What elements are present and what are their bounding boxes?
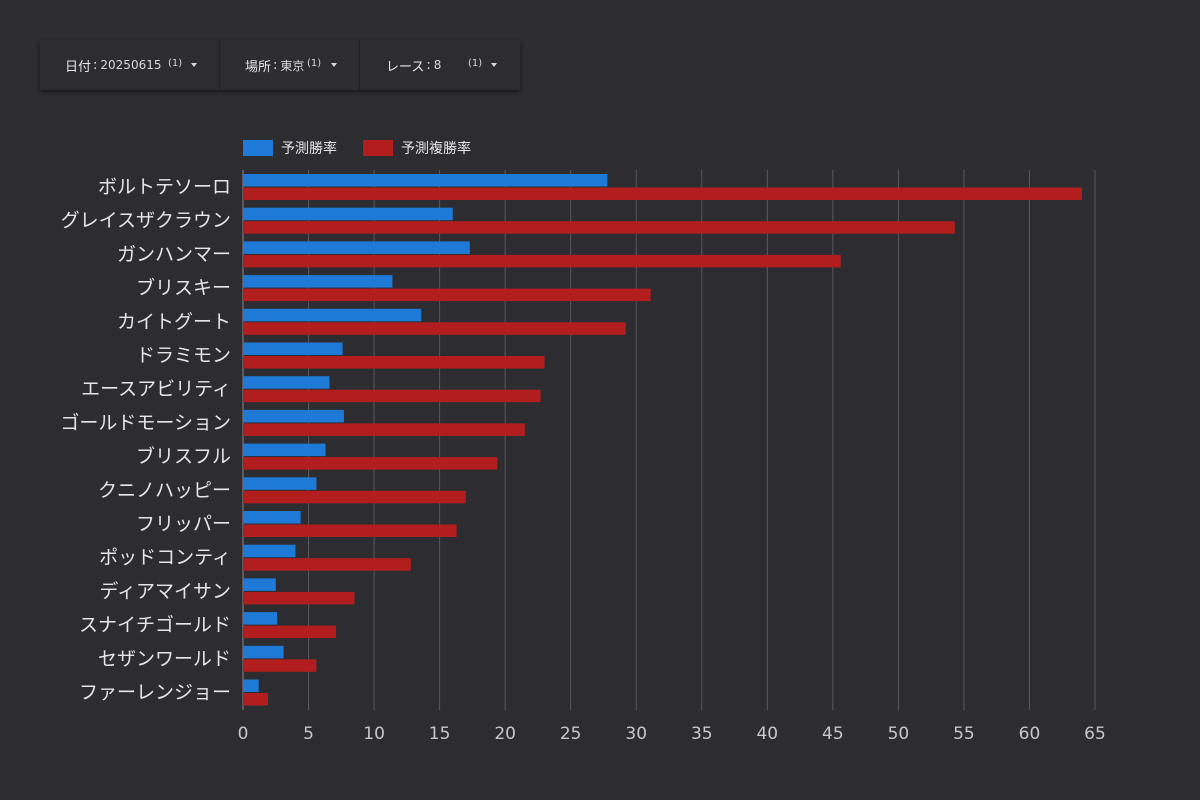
dropdown-caret-icon	[491, 63, 497, 67]
date-filter-label: 日付	[65, 59, 92, 75]
chart-bars	[243, 174, 1082, 706]
place-rate-bar[interactable]	[243, 254, 841, 268]
x-tick-label: 5	[303, 724, 314, 744]
race-filter[interactable]: レース: 8 (1)	[360, 40, 520, 90]
date-filter-value: 20250615	[100, 58, 162, 72]
win-rate-bar[interactable]	[243, 376, 330, 389]
race-filter-count: (1)	[468, 58, 483, 69]
dropdown-caret-icon	[191, 63, 197, 67]
place-filter-value: 東京	[280, 58, 305, 73]
place-rate-bar[interactable]	[243, 322, 626, 335]
race-filter-value: 8	[433, 58, 442, 72]
place-rate-bar[interactable]	[243, 558, 411, 571]
place-rate-bar[interactable]	[243, 389, 541, 403]
y-axis-category-label: ポッドコンティ	[99, 547, 231, 569]
win-rate-bar[interactable]	[243, 511, 301, 524]
y-axis-category-label: フリッパー	[136, 513, 231, 535]
win-rate-bar[interactable]	[243, 544, 296, 558]
legend-label: 予測複勝率	[401, 140, 471, 157]
x-tick-label: 55	[953, 724, 975, 744]
y-axis-category-label: ブリスキー	[136, 276, 231, 299]
race-filter-label: レース	[386, 59, 425, 75]
legend-swatch	[243, 140, 273, 156]
win-rate-bar[interactable]	[243, 409, 344, 423]
win-rate-bar[interactable]	[243, 477, 317, 490]
x-tick-label: 40	[756, 724, 778, 744]
win-rate-bar[interactable]	[243, 207, 453, 221]
x-tick-label: 10	[363, 724, 385, 744]
win-rate-bar[interactable]	[243, 443, 326, 457]
place-filter-count: (1)	[307, 58, 322, 69]
win-rate-bar[interactable]	[243, 174, 608, 187]
y-axis-category-label: ボルトテソーロ	[98, 176, 231, 198]
win-rate-bar[interactable]	[243, 612, 278, 625]
place-rate-bar[interactable]	[243, 423, 525, 436]
x-tick-label: 60	[1019, 724, 1041, 744]
place-rate-bar[interactable]	[243, 524, 457, 538]
x-tick-label: 45	[822, 724, 844, 744]
x-tick-label: 30	[625, 724, 647, 744]
legend-label: 予測勝率	[281, 140, 337, 157]
y-axis-category-label: カイトグート	[117, 311, 231, 333]
y-axis-category-label: グレイスザクラウン	[61, 210, 231, 232]
place-filter[interactable]: 場所: 東京 (1)	[220, 40, 360, 90]
x-tick-label: 20	[494, 724, 516, 744]
place-rate-bar[interactable]	[243, 221, 955, 234]
x-tick-label: 0	[238, 724, 249, 744]
place-rate-bar[interactable]	[243, 625, 337, 639]
place-rate-bar[interactable]	[243, 659, 317, 672]
filter-bar: 日付: 20250615 (1) 場所: 東京 (1) レース: 8 (1)	[40, 40, 520, 90]
place-filter-label: 場所	[245, 59, 272, 75]
y-axis-labels: ボルトテソーログレイスザクラウンガンハンマーブリスキーカイトグートドラミモンエー…	[60, 176, 231, 704]
win-rate-bar[interactable]	[243, 645, 284, 659]
x-tick-label: 25	[560, 724, 582, 744]
y-axis-category-label: ゴールドモーション	[60, 412, 231, 434]
win-rate-bar[interactable]	[243, 275, 393, 288]
y-axis-category-label: ドラミモン	[136, 345, 231, 367]
date-filter-count: (1)	[168, 58, 183, 69]
y-axis-category-label: スナイチゴールド	[79, 614, 231, 636]
x-tick-label: 35	[691, 724, 713, 744]
legend-swatch	[363, 140, 393, 156]
y-axis-category-label: ディアマイサン	[99, 580, 231, 602]
dropdown-caret-icon	[331, 63, 337, 67]
place-rate-bar[interactable]	[243, 693, 268, 706]
place-rate-bar[interactable]	[243, 356, 545, 369]
y-axis-category-label: ガンハンマー	[117, 243, 231, 265]
x-tick-label: 65	[1084, 724, 1106, 744]
x-axis-ticks: 0 5 10 15 20 25 30 35 40 45 50 55 60 65	[238, 724, 1106, 744]
x-tick-label: 15	[429, 724, 451, 744]
place-rate-bar[interactable]	[243, 490, 466, 504]
chart-legend: 予測勝率 予測複勝率	[243, 140, 471, 157]
y-axis-category-label: ファーレンジョー	[79, 682, 231, 704]
win-rate-bar[interactable]	[243, 308, 422, 322]
place-rate-bar[interactable]	[243, 591, 355, 605]
place-rate-bar[interactable]	[243, 288, 651, 302]
win-rate-bar[interactable]	[243, 679, 259, 693]
win-rate-bar[interactable]	[243, 578, 276, 591]
y-axis-category-label: セザンワールド	[98, 648, 231, 670]
y-axis-category-label: クニノハッピー	[98, 479, 231, 501]
place-rate-bar[interactable]	[243, 457, 498, 470]
legend-item-win-rate[interactable]: 予測勝率	[243, 140, 337, 157]
legend-item-place-rate[interactable]: 予測複勝率	[363, 140, 471, 157]
win-rate-bar[interactable]	[243, 241, 470, 254]
x-tick-label: 50	[888, 724, 910, 744]
place-rate-bar[interactable]	[243, 187, 1082, 201]
y-axis-category-label: エースアビリティ	[81, 378, 231, 400]
y-axis-category-label: ブリスフル	[136, 445, 231, 468]
win-rate-bar[interactable]	[243, 342, 343, 356]
date-filter[interactable]: 日付: 20250615 (1)	[40, 40, 220, 90]
